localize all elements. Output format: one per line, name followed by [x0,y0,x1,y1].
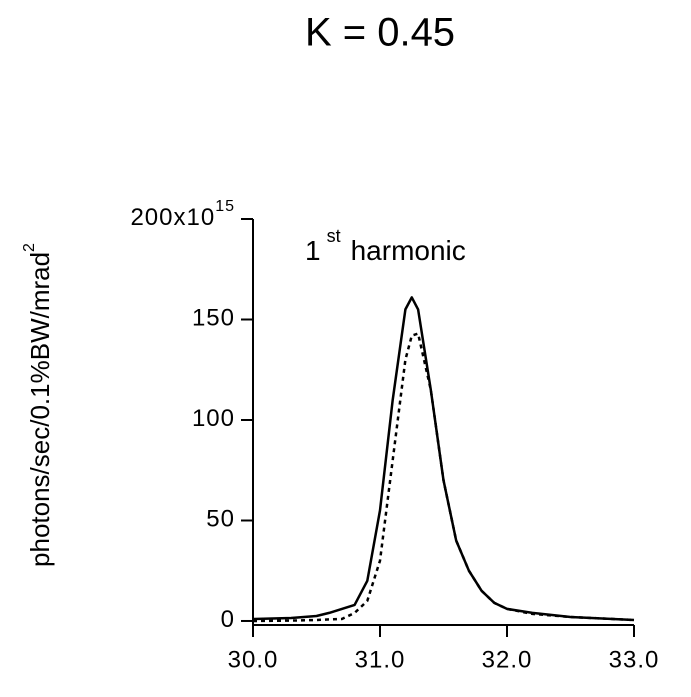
x-tick-label: 32.0 [482,646,533,673]
y-axis-label-text: photons/sec/0.1%BW/mrad [25,252,55,567]
y-tick-label-text: 50 [206,506,235,533]
y-axis-label: photons/sec/0.1%BW/mrad2 [21,243,55,567]
y-tick-label: 50 [206,506,235,533]
y-tick-label: 100 [192,405,235,432]
annotation-rest: harmonic [351,235,466,266]
y-tick-label-text: 0 [221,606,235,633]
x-tick-label: 30.0 [228,646,279,673]
y-tick-label-text: 100 [192,405,235,432]
y-tick-label: 0 [221,606,235,633]
y-tick-label: 150 [192,305,235,332]
y-tick-exponent: 15 [215,198,235,215]
x-tick-label: 31.0 [355,646,406,673]
annotation-sup: st [327,226,341,246]
y-tick-label-text: 200x10 [130,204,215,231]
annotation: 1 st harmonic [305,226,466,267]
x-tick-label: 33.0 [609,646,660,673]
chart-title: K = 0.45 [305,11,455,55]
y-axis-label-sup: 2 [21,243,38,252]
annotation-number: 1 [305,235,321,266]
y-tick-label-text: 150 [192,305,235,332]
series-line [252,332,635,623]
series-line [252,296,635,622]
y-tick-label: 200x1015 [130,198,235,231]
